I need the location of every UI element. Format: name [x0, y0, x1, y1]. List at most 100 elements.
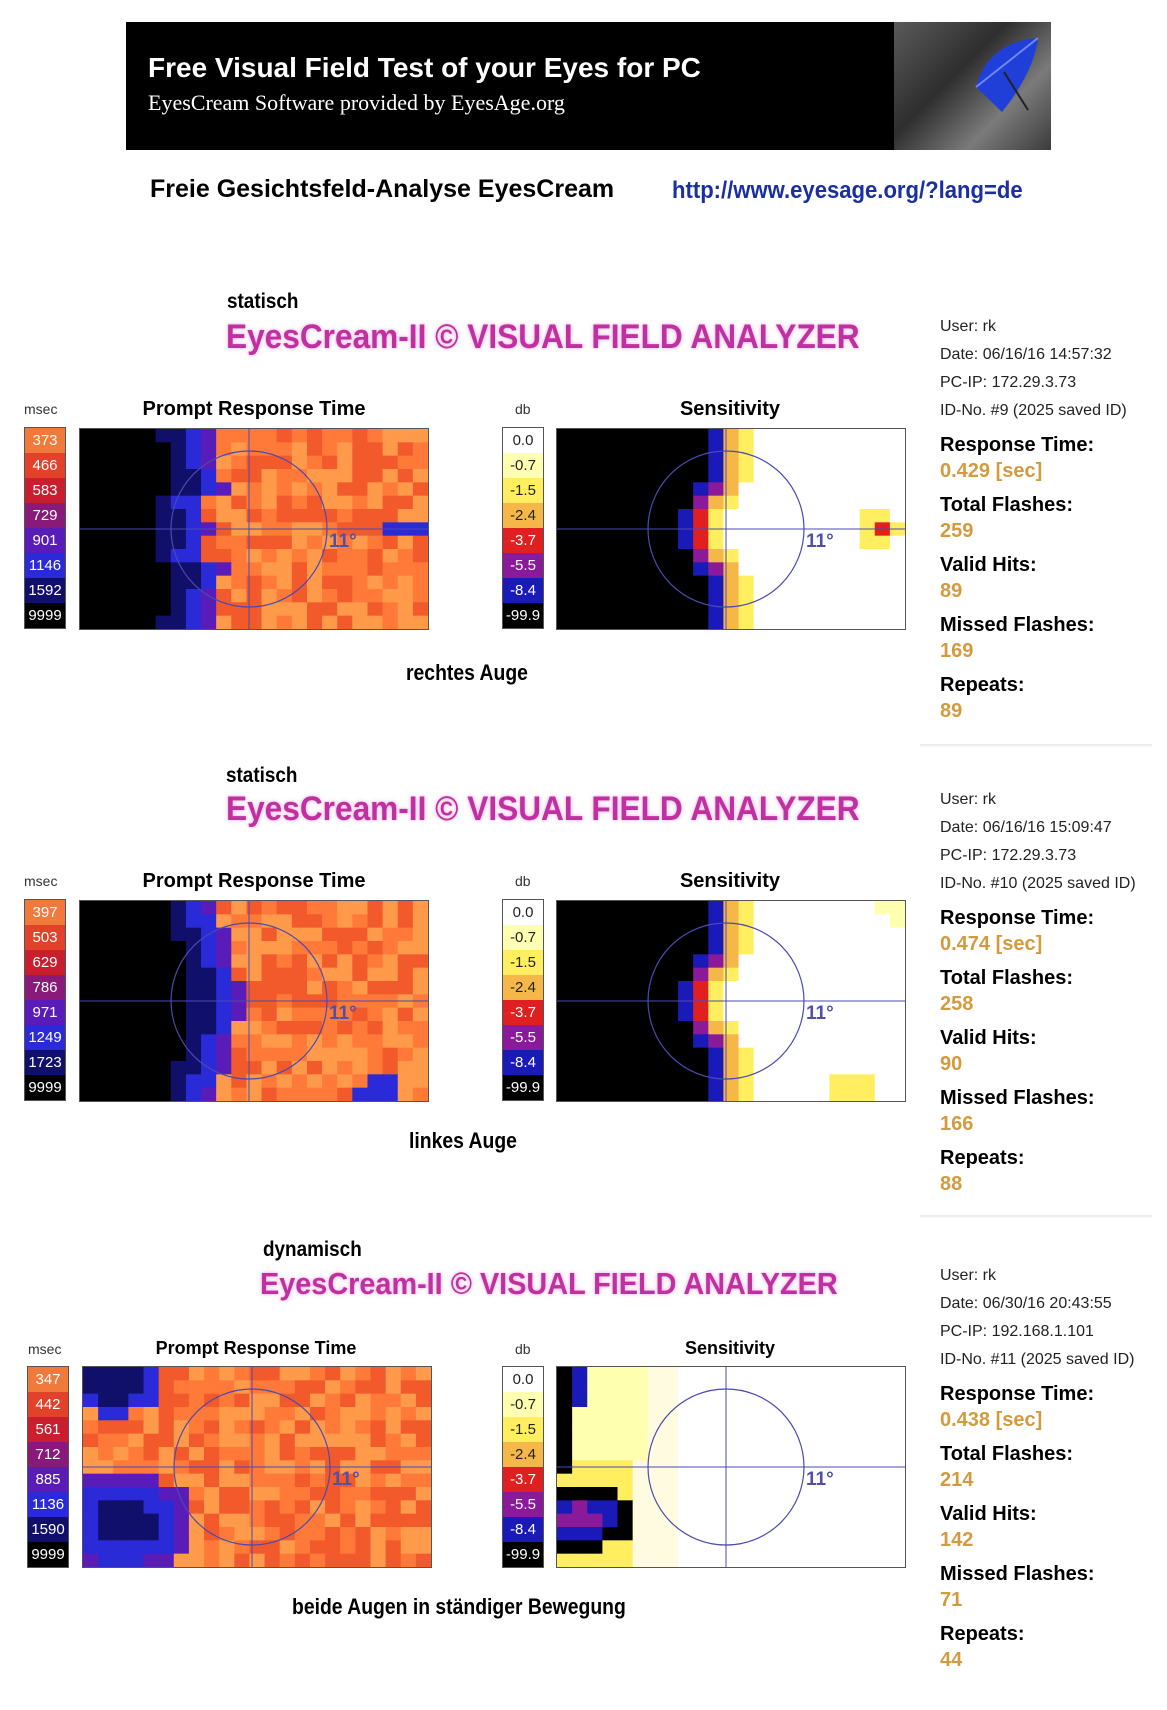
heatmap-cell [397, 1021, 414, 1035]
heatmap-cell [188, 1473, 205, 1488]
heatmap-cell [678, 1407, 694, 1421]
heatmap-cell [632, 1553, 649, 1567]
heatmap-cell [279, 1367, 296, 1381]
heatmap-cell [783, 1074, 800, 1089]
heatmap-cell [617, 1047, 634, 1062]
heatmap-cell [723, 1380, 740, 1395]
heatmap-cell [859, 1407, 876, 1421]
heatmap-cell [264, 1487, 281, 1501]
heatmap-cell [385, 1393, 402, 1408]
heatmap-cell [662, 1407, 679, 1421]
heatmap-cell [246, 1034, 263, 1049]
heatmap-cell [829, 429, 846, 443]
heatmap-cell [246, 495, 263, 510]
heatmap-cell [95, 455, 111, 470]
heatmap-cell [708, 1061, 725, 1075]
heatmap-cell [844, 901, 861, 915]
heatmap-cell [231, 535, 248, 550]
heatmap-cell [173, 1553, 190, 1567]
heatmap-cell [768, 1487, 785, 1501]
heatmap-cell [246, 509, 263, 523]
heatmap-cell [572, 954, 588, 969]
sensitivity-title: Sensitivity [679, 398, 781, 420]
heatmap-cell [647, 509, 664, 523]
heatmap-cell [201, 914, 217, 929]
heatmap-cell [188, 1433, 205, 1448]
heatmap-cell [185, 1087, 202, 1101]
heatmap-cell [874, 602, 891, 617]
heatmap-cell [799, 901, 815, 915]
heatmap-cell [170, 954, 187, 969]
heatmap-cell [662, 1447, 679, 1461]
heatmap-cell [753, 1553, 770, 1567]
heatmap-cell [678, 1513, 694, 1528]
heatmap-cell [662, 981, 679, 995]
heatmap-cell [557, 1500, 573, 1515]
heatmap-cell [557, 1074, 573, 1089]
heatmap-cell [738, 1061, 755, 1075]
heatmap-cell [814, 1433, 830, 1448]
heatmap-cell [572, 549, 588, 563]
heatmap-cell [844, 429, 861, 443]
heatmap-cell [110, 901, 126, 915]
heatmap-cell [219, 1393, 235, 1408]
heatmap-cell [814, 941, 830, 955]
heatmap-cell [397, 954, 414, 969]
heatmap-cell [231, 1061, 248, 1075]
heatmap-cell [415, 1553, 431, 1567]
response-time-legend: 397 503 629 786 971 1249 1723 9999 [24, 899, 66, 1101]
heatmap-cell [617, 1061, 634, 1075]
heatmap-cell [814, 1034, 830, 1049]
heatmap-cell [367, 482, 384, 497]
heatmap-cell [647, 1487, 664, 1501]
heatmap-cell [632, 901, 649, 915]
heatmap-cell [738, 615, 755, 629]
heatmap-cell [155, 562, 172, 577]
heatmap-cell [723, 535, 740, 550]
heatmap-cell [83, 1487, 99, 1501]
heatmap-cell [829, 901, 846, 915]
heatmap-cell [355, 1513, 372, 1528]
website-link[interactable]: http://www.eyesage.org/?lang=de [672, 177, 1023, 204]
heatmap-cell [188, 1540, 205, 1555]
banner: Free Visual Field Test of your Eyes for … [126, 22, 1051, 150]
heatmap-cell [382, 429, 399, 443]
heatmap-cell [844, 967, 861, 982]
heatmap-cell [367, 954, 384, 969]
heatmap-cell [708, 1380, 725, 1395]
heatmap-cell [572, 1513, 588, 1528]
heatmap-cell [322, 941, 338, 955]
heatmap-cell [185, 1061, 202, 1075]
heatmap-cell [412, 482, 428, 497]
heatmap-cell [753, 482, 770, 497]
heatmap-cell [415, 1447, 431, 1461]
sensitivity-map: 11° [556, 428, 906, 630]
heatmap-cell [306, 914, 323, 929]
response-heatmap: 11° [80, 901, 428, 1101]
heatmap-cell [185, 589, 202, 603]
heatmap-cell [397, 509, 414, 523]
heatmap-cell [276, 981, 293, 995]
heatmap-cell [723, 1061, 740, 1075]
heatmap-cell [155, 1034, 172, 1049]
heatmap-cell [662, 535, 679, 550]
heatmap-cell [889, 901, 905, 915]
heatmap-cell [874, 1473, 891, 1488]
heatmap-cell [216, 1061, 232, 1075]
heatmap-cell [188, 1553, 205, 1567]
heatmap-cell [844, 1380, 861, 1395]
heatmap-cell [216, 562, 232, 577]
heatmap-cell [647, 469, 664, 483]
heatmap-cell [723, 1407, 740, 1421]
heatmap-cell [382, 1087, 399, 1101]
heatmap-cell [693, 1061, 709, 1075]
heatmap-cell [170, 549, 187, 563]
heatmap-cell [128, 1513, 145, 1528]
heatmap-cell [170, 914, 187, 929]
heatmap-cell [325, 1407, 341, 1421]
heatmap-cell [340, 1540, 356, 1555]
heatmap-cell [768, 927, 785, 942]
heatmap-cell [170, 1007, 187, 1022]
heatmap-cell [400, 1540, 417, 1555]
heatmap-cell [602, 1047, 619, 1062]
